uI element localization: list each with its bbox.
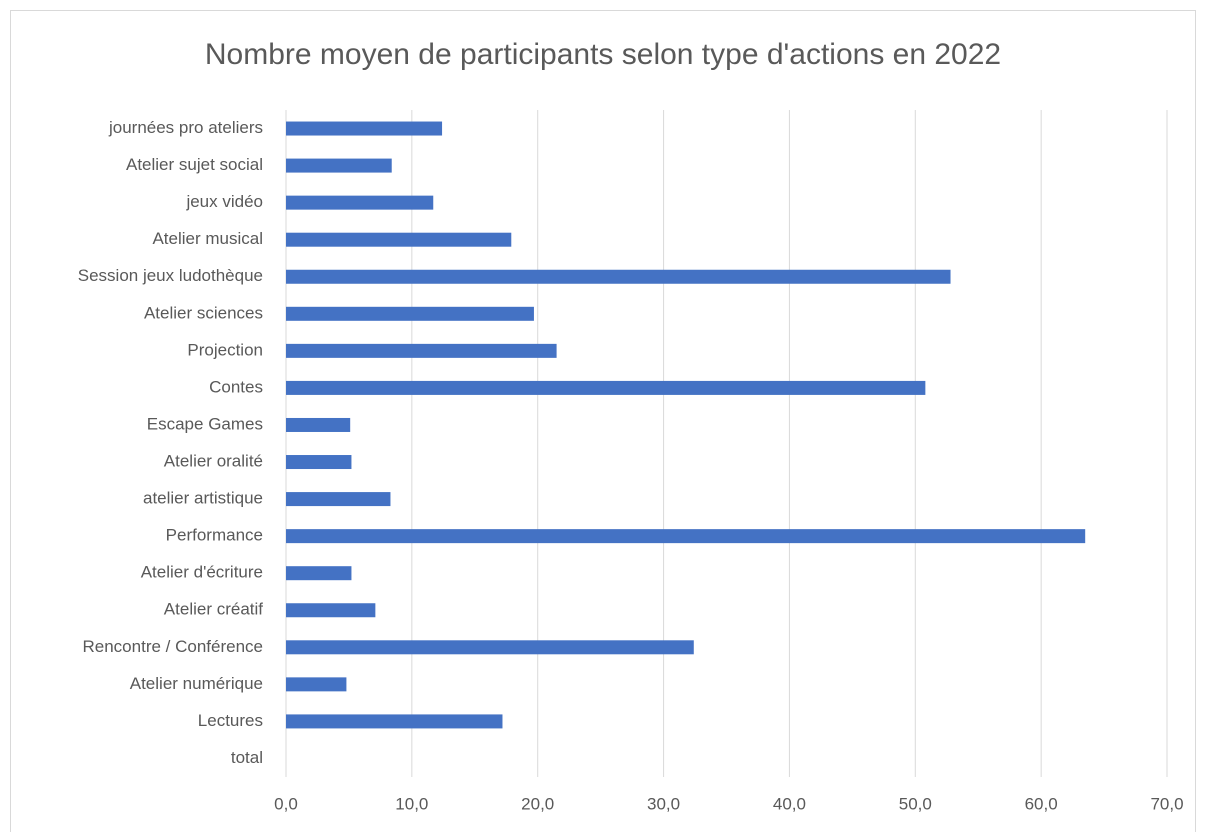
x-tick-label: 20,0 (521, 794, 554, 813)
x-tick-label: 40,0 (773, 794, 806, 813)
x-tick-label: 60,0 (1025, 794, 1058, 813)
bar (286, 492, 391, 507)
bar (286, 121, 443, 136)
y-tick-label: Atelier numérique (130, 674, 263, 693)
y-tick-label: Atelier créatif (164, 600, 263, 619)
bar (286, 640, 694, 655)
y-tick-label: jeux vidéo (185, 192, 263, 211)
y-tick-label: Projection (187, 340, 263, 359)
x-tick-label: 10,0 (395, 794, 428, 813)
y-tick-label: Escape Games (147, 414, 263, 433)
bar (286, 714, 503, 729)
bar (286, 343, 557, 358)
bar (286, 455, 352, 470)
y-tick-label: Contes (209, 377, 263, 396)
y-tick-label: Performance (166, 526, 263, 545)
chart-border (10, 10, 1196, 832)
y-tick-label: total (231, 748, 263, 767)
x-tick-label: 50,0 (899, 794, 932, 813)
bar (286, 529, 1086, 544)
chart-title: Nombre moyen de participants selon type … (205, 38, 1001, 71)
x-tick-label: 30,0 (647, 794, 680, 813)
bar (286, 158, 392, 173)
x-tick-label: 70,0 (1150, 794, 1183, 813)
bar (286, 195, 434, 210)
y-tick-label: Atelier sciences (144, 303, 263, 322)
y-tick-label: Atelier d'écriture (141, 563, 263, 582)
y-tick-label: Atelier sujet social (126, 155, 263, 174)
bar (286, 306, 534, 321)
x-tick-label: 0,0 (274, 794, 298, 813)
y-tick-label: Atelier oralité (164, 452, 263, 471)
bar (286, 269, 951, 284)
y-tick-label: atelier artistique (143, 489, 263, 508)
bar (286, 417, 351, 432)
y-tick-label: Lectures (198, 711, 263, 730)
y-tick-label: Atelier musical (152, 229, 263, 248)
bar (286, 566, 352, 581)
bar (286, 603, 376, 618)
bar (286, 677, 347, 692)
bar (286, 380, 926, 395)
bar (286, 232, 512, 247)
y-tick-label: Session jeux ludothèque (78, 266, 263, 285)
y-tick-label: Rencontre / Conférence (83, 637, 264, 656)
y-tick-label: journées pro ateliers (108, 118, 263, 137)
